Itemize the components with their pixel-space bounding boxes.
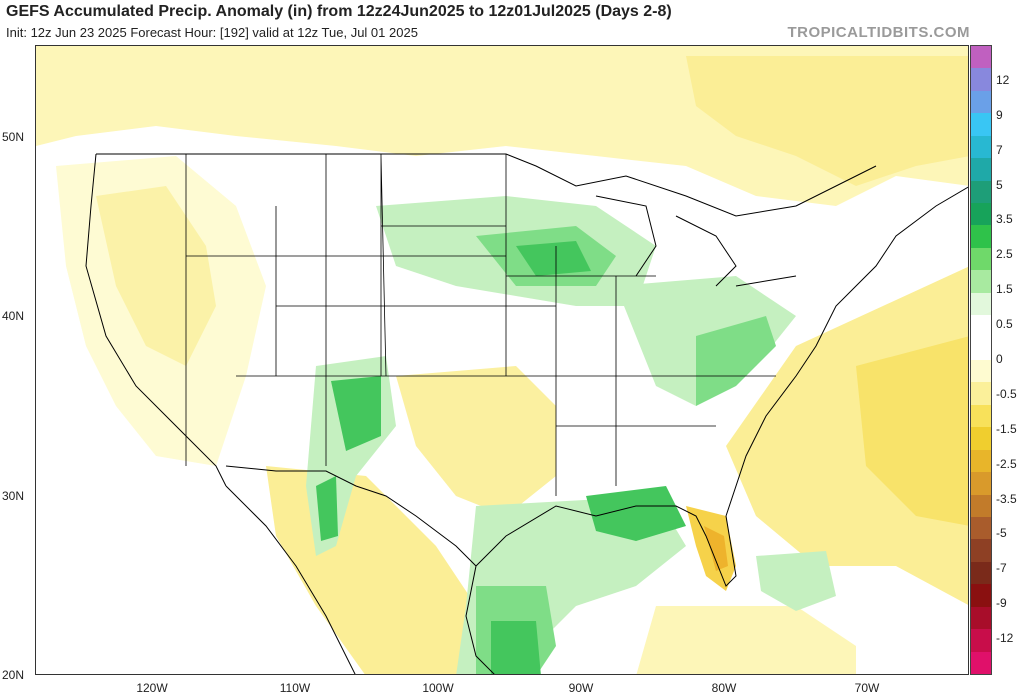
color-scale-segment [971, 90, 991, 114]
color-scale-segment [971, 449, 991, 473]
color-scale-segment [971, 68, 991, 92]
color-scale-label: -3.5 [996, 491, 1017, 506]
color-scale-label: 0.5 [996, 317, 1013, 332]
color-scale-label: 7 [996, 142, 1003, 157]
color-scale-label: 5 [996, 177, 1003, 192]
lon-label-110w: 110W [279, 681, 311, 695]
color-scale-segment [971, 292, 991, 316]
dry-region-florida-core [704, 526, 728, 571]
wet-region-bahamas [756, 551, 836, 611]
color-scale-segment [971, 382, 991, 406]
dry-region-hudson [456, 51, 636, 116]
map-canvas [36, 46, 968, 674]
color-scale-segment [971, 270, 991, 294]
color-scale-segment [971, 46, 991, 69]
color-scale-label: -0.5 [996, 386, 1017, 401]
color-scale-segment [971, 404, 991, 428]
color-scale-label: 1.5 [996, 282, 1013, 297]
color-scale-segment [971, 158, 991, 182]
color-scale-label: 12 [996, 72, 1010, 87]
mexico-west-coast [225, 485, 356, 674]
dry-region-atlantic [726, 266, 968, 605]
gulf-coast [475, 505, 737, 587]
great-lakes [595, 195, 797, 287]
color-scale-segment [971, 113, 991, 137]
color-scale-segment [971, 472, 991, 496]
color-scale-segment [971, 494, 991, 518]
map-subtitle: Init: 12z Jun 23 2025 Forecast Hour: [19… [6, 25, 418, 40]
lat-label-50n: 50N [2, 130, 25, 144]
lon-label-90w: 90W [568, 681, 594, 695]
us-canada-border [96, 153, 877, 217]
lat-label-20n: 20N [2, 668, 25, 682]
wet-region-sonora-core [316, 476, 338, 541]
lat-label-40n: 40N [2, 309, 25, 323]
state-line-meridians [185, 154, 617, 496]
dry-region-canada-core [686, 56, 968, 186]
color-scale-segment [971, 629, 991, 653]
color-scale-label: -9 [996, 596, 1007, 611]
lon-label-100w: 100W [422, 681, 454, 695]
color-scale-segment [971, 203, 991, 226]
wet-region-new-mexico-core [331, 376, 381, 451]
color-scale-segment [971, 337, 991, 361]
color-scale-segment [971, 606, 991, 630]
color-scale-bar [970, 45, 992, 675]
lat-label-30n: 30N [2, 489, 25, 503]
color-scale-label: -1.5 [996, 421, 1017, 436]
color-scale-segment [971, 180, 991, 204]
dry-region-south-plains [396, 366, 556, 516]
color-scale-label: 9 [996, 107, 1003, 122]
color-scale-label: -5 [996, 526, 1007, 541]
color-scale-segment [971, 561, 991, 585]
state-lines [185, 154, 776, 496]
wet-region-appalachia [696, 316, 776, 406]
west-coast [85, 153, 227, 487]
dry-region-caribbean [636, 606, 856, 674]
color-scale-segment [971, 427, 991, 451]
color-scale-segment [971, 517, 991, 540]
state-line-parallels [186, 225, 776, 427]
color-scale-label: 3.5 [996, 212, 1013, 227]
color-scale-segment [971, 135, 991, 159]
wet-anomaly-layer [306, 196, 836, 674]
lon-label-80w: 80W [711, 681, 737, 695]
precip-anomaly-map [35, 45, 969, 675]
site-credit: TROPICALTIDBITS.COM [787, 24, 970, 41]
dry-region-atlantic-core [856, 336, 968, 526]
color-scale-segment [971, 247, 991, 271]
color-scale-label: -12 [996, 631, 1014, 646]
wet-region-gulf-coast [586, 486, 686, 541]
wet-region-iowa-core [516, 241, 591, 276]
east-coast [725, 186, 968, 517]
color-scale-segment [971, 651, 991, 675]
color-scale-label: 2.5 [996, 247, 1013, 262]
wet-region-bay-core [491, 621, 541, 674]
mexico-east-coast [465, 565, 495, 674]
color-scale-segment [971, 584, 991, 608]
color-scale-segment [971, 539, 991, 563]
color-scale-segment [971, 225, 991, 249]
color-scale-segment [971, 315, 991, 339]
boundary-lines [85, 153, 968, 674]
lon-label-120w: 120W [136, 681, 168, 695]
lon-label-70w: 70W [854, 681, 880, 695]
color-scale-segment [971, 360, 991, 383]
color-scale-label: -2.5 [996, 456, 1017, 471]
color-scale-label: 0 [996, 352, 1003, 366]
map-title: GEFS Accumulated Precip. Anomaly (in) fr… [6, 3, 672, 20]
color-scale-label: -7 [996, 561, 1007, 576]
us-mexico-border [225, 465, 477, 567]
